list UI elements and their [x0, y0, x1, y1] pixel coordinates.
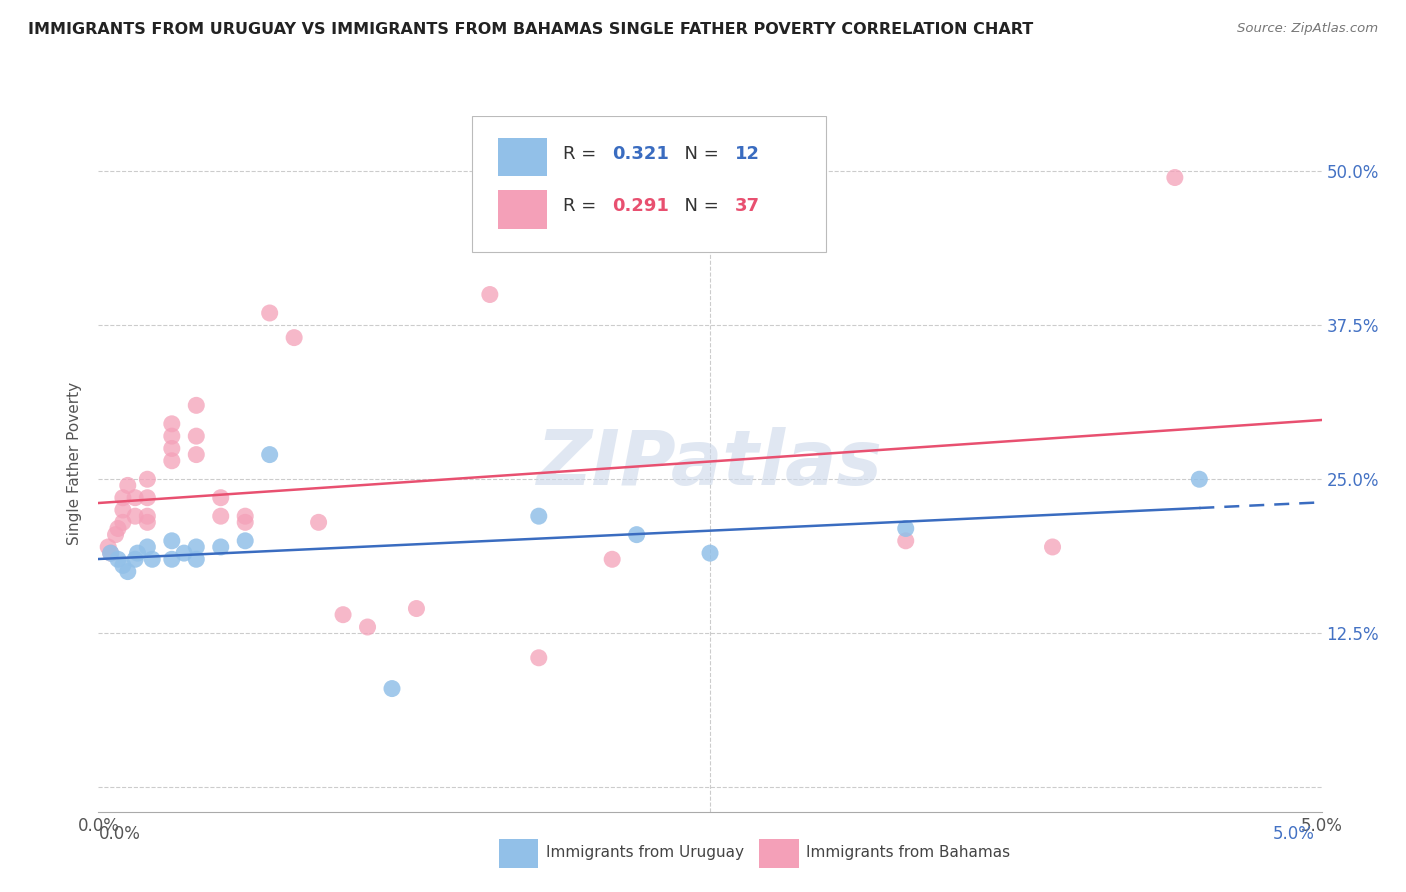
Point — [141, 552, 163, 566]
Point — [283, 330, 305, 344]
Point — [117, 565, 139, 579]
Text: 0.321: 0.321 — [612, 145, 669, 163]
Point — [332, 607, 354, 622]
Text: 37: 37 — [734, 197, 759, 215]
Point — [111, 491, 134, 505]
Text: R =: R = — [564, 145, 602, 163]
Point — [356, 620, 378, 634]
FancyBboxPatch shape — [471, 116, 827, 252]
Text: Immigrants from Bahamas: Immigrants from Bahamas — [806, 846, 1010, 860]
Text: R =: R = — [564, 197, 602, 215]
Point — [107, 521, 129, 535]
Point — [699, 546, 721, 560]
FancyBboxPatch shape — [498, 190, 547, 228]
Point — [124, 509, 146, 524]
Point — [160, 417, 183, 431]
Point — [111, 503, 134, 517]
Point — [209, 509, 232, 524]
Point — [107, 552, 129, 566]
Point — [186, 429, 208, 443]
Point — [117, 478, 139, 492]
Point — [259, 448, 281, 462]
Text: Immigrants from Uruguay: Immigrants from Uruguay — [546, 846, 744, 860]
Y-axis label: Single Father Poverty: Single Father Poverty — [67, 383, 83, 545]
Point — [894, 521, 917, 535]
Point — [381, 681, 404, 696]
Point — [1164, 170, 1187, 185]
Point — [136, 516, 159, 530]
Point — [186, 540, 208, 554]
Point — [136, 472, 159, 486]
Point — [209, 540, 232, 554]
Point — [478, 287, 501, 301]
Text: N =: N = — [673, 145, 725, 163]
Point — [233, 533, 256, 548]
Text: 5.0%: 5.0% — [1272, 825, 1315, 843]
Point — [527, 650, 550, 665]
Point — [160, 533, 183, 548]
Point — [111, 516, 134, 530]
Point — [160, 442, 183, 456]
Point — [259, 306, 281, 320]
Point — [186, 398, 208, 412]
Point — [111, 558, 134, 573]
Text: N =: N = — [673, 197, 725, 215]
Point — [894, 533, 917, 548]
Point — [186, 552, 208, 566]
FancyBboxPatch shape — [498, 137, 547, 176]
Point — [186, 448, 208, 462]
Point — [104, 527, 127, 541]
Point — [136, 491, 159, 505]
Point — [233, 516, 256, 530]
Point — [100, 546, 122, 560]
Point — [1188, 472, 1211, 486]
Point — [626, 527, 648, 541]
Text: 12: 12 — [734, 145, 759, 163]
Text: IMMIGRANTS FROM URUGUAY VS IMMIGRANTS FROM BAHAMAS SINGLE FATHER POVERTY CORRELA: IMMIGRANTS FROM URUGUAY VS IMMIGRANTS FR… — [28, 22, 1033, 37]
Text: ZIPatlas: ZIPatlas — [537, 427, 883, 500]
Point — [124, 491, 146, 505]
Point — [97, 540, 120, 554]
Point — [136, 509, 159, 524]
Point — [209, 491, 232, 505]
Text: Source: ZipAtlas.com: Source: ZipAtlas.com — [1237, 22, 1378, 36]
Point — [127, 546, 149, 560]
Point — [160, 429, 183, 443]
Point — [527, 509, 550, 524]
Point — [136, 540, 159, 554]
Text: 0.0%: 0.0% — [98, 825, 141, 843]
Text: 0.291: 0.291 — [612, 197, 669, 215]
Point — [173, 546, 195, 560]
Point — [405, 601, 427, 615]
Point — [233, 509, 256, 524]
Point — [600, 552, 623, 566]
Point — [1042, 540, 1064, 554]
Point — [308, 516, 330, 530]
Point — [160, 552, 183, 566]
Point — [160, 454, 183, 468]
Point — [124, 552, 146, 566]
Point — [100, 546, 122, 560]
